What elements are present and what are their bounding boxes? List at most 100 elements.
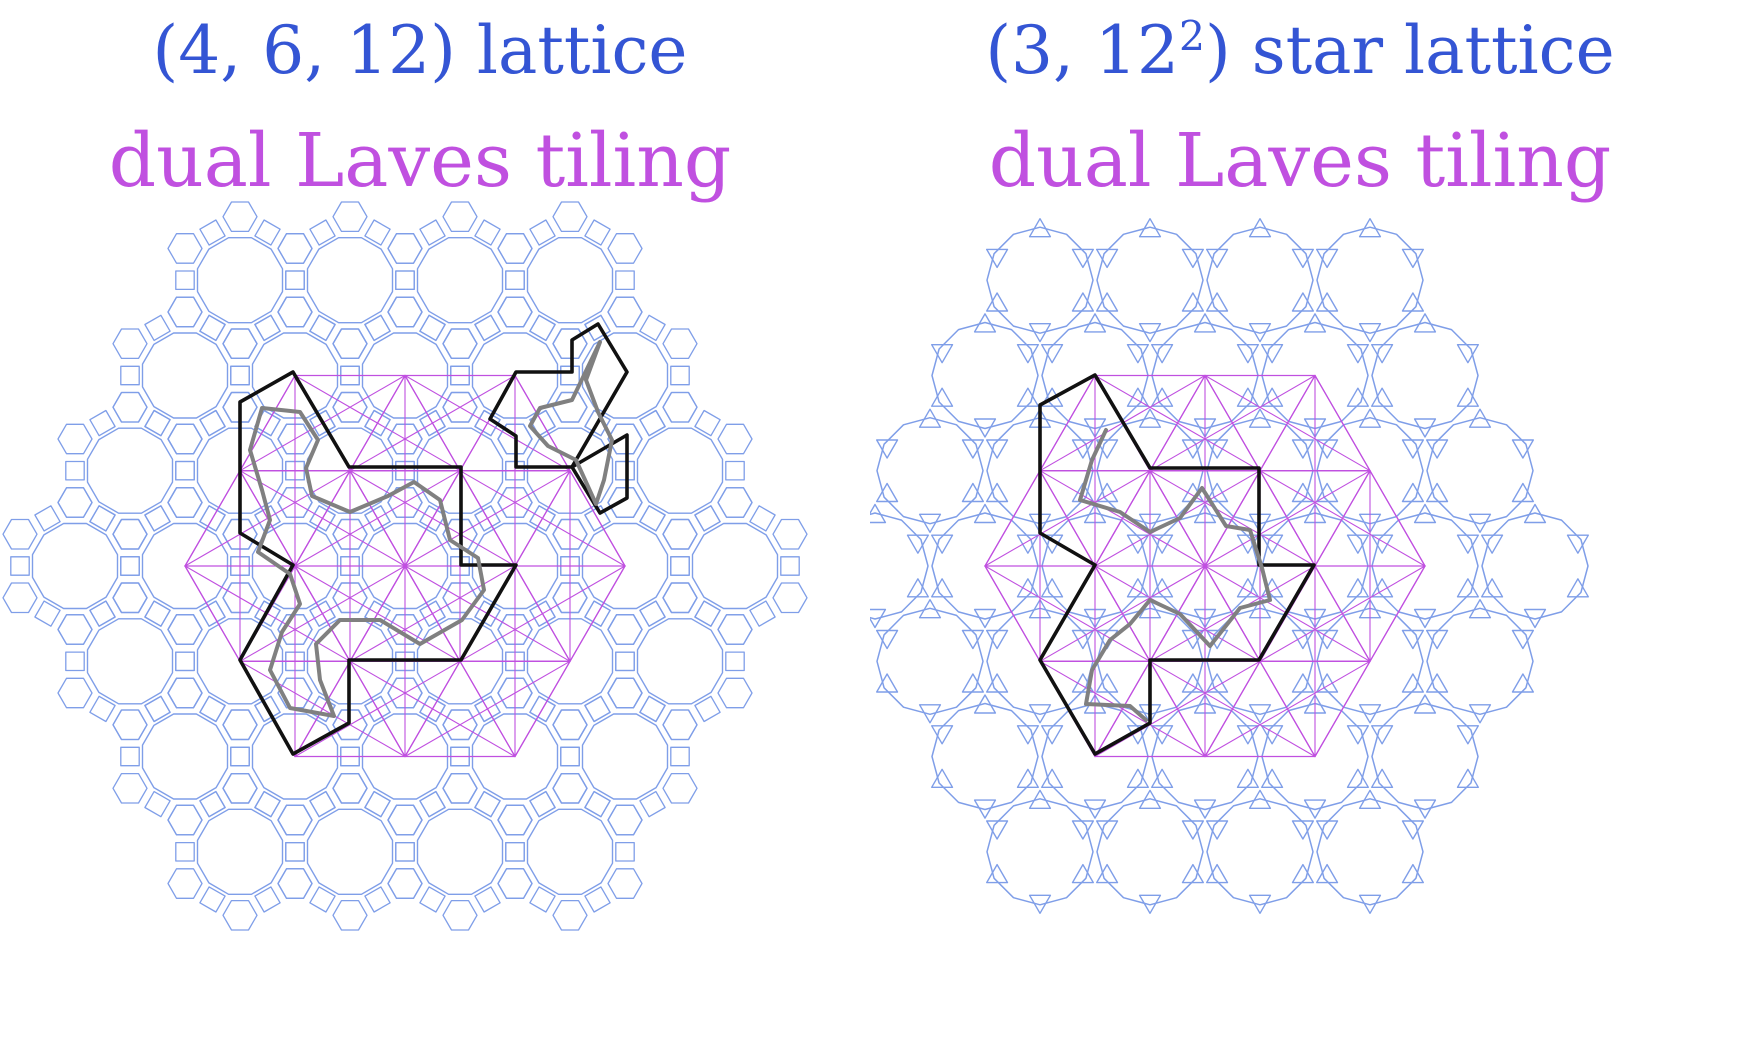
triangle-cell xyxy=(1151,725,1174,745)
hexagon-cell xyxy=(167,423,203,455)
square-cell xyxy=(364,695,391,723)
dodecagon-cell xyxy=(636,618,724,705)
square-cell xyxy=(505,270,525,291)
triangle-cell xyxy=(1401,439,1424,459)
lattice-title: (3, 122) star lattice xyxy=(910,12,1690,89)
panel-3-12-star: (3, 122) star lattice dual Laves tiling xyxy=(870,0,1739,1058)
triangle-cell xyxy=(1371,578,1394,598)
triangle-cell xyxy=(1358,894,1382,914)
triangle-cell xyxy=(1016,387,1040,407)
triangle-cell xyxy=(875,482,899,503)
triangle-cell xyxy=(1346,534,1369,554)
triangle-cell xyxy=(1028,894,1052,914)
square-cell xyxy=(309,790,336,818)
triangle-cell xyxy=(961,439,985,459)
hexagon-cell xyxy=(57,487,93,518)
hexagon-cell xyxy=(2,518,38,550)
triangle-cell xyxy=(1291,482,1314,503)
hexagon-cell xyxy=(112,518,148,550)
hexagon-cell xyxy=(387,868,423,899)
square-cell xyxy=(529,314,556,342)
dodecagon-cell xyxy=(1371,321,1479,430)
square-cell xyxy=(749,505,776,532)
hexagon-cell xyxy=(717,487,753,518)
triangle-cell xyxy=(1028,218,1052,238)
square-cell xyxy=(725,651,745,672)
triangle-cell xyxy=(1261,725,1284,745)
hexagon-cell xyxy=(607,423,643,455)
square-cell xyxy=(199,886,226,913)
hexagon-cell xyxy=(332,328,368,360)
square-cell xyxy=(694,409,721,437)
triangle-cell xyxy=(1095,673,1119,693)
hexagon-cell xyxy=(662,772,698,804)
triangle-cell xyxy=(870,608,887,629)
hexagon-cell xyxy=(387,296,423,328)
boundary-curve xyxy=(248,406,486,718)
hexagon-cell xyxy=(772,582,808,614)
dodecagon-cell xyxy=(416,237,504,324)
hexagon-cell xyxy=(607,677,643,709)
square-cell xyxy=(584,505,611,532)
hexagon-cell xyxy=(552,391,588,423)
square-cell xyxy=(144,600,171,627)
triangle-cell xyxy=(1426,673,1449,693)
triangle-cell xyxy=(1181,439,1204,459)
square-cell xyxy=(230,365,250,386)
hexagon-cell xyxy=(497,868,533,899)
dodecagon-cell xyxy=(636,427,724,514)
hexagon-cell xyxy=(442,899,478,931)
square-cell xyxy=(34,505,61,532)
triangle-cell xyxy=(1346,387,1369,407)
triangle-cell xyxy=(1083,313,1107,333)
square-cell xyxy=(419,886,446,913)
dodecagon-cell xyxy=(196,427,284,514)
square-cell xyxy=(419,409,446,437)
square-cell xyxy=(144,409,171,437)
triangle-cell xyxy=(985,863,1009,884)
hexagon-cell xyxy=(112,772,148,804)
triangle-cell xyxy=(1401,863,1424,884)
square-cell xyxy=(505,841,525,862)
dodecagon-cell xyxy=(1481,512,1589,620)
hexagon-cell xyxy=(277,296,313,328)
square-cell xyxy=(505,651,525,672)
square-cell xyxy=(175,270,195,291)
triangle-cell xyxy=(875,629,899,650)
triangle-cell xyxy=(1303,799,1327,819)
hexagon-cell xyxy=(167,296,203,328)
triangle-cell xyxy=(1346,768,1369,788)
dodecagon-cell xyxy=(986,226,1094,334)
hexagon-cell xyxy=(167,677,203,709)
hexagon-cell xyxy=(222,899,258,931)
square-cell xyxy=(144,505,171,532)
triangle-cell xyxy=(985,248,1009,269)
triangle-cell xyxy=(1028,322,1052,343)
hexagon-cell xyxy=(662,518,698,550)
hexagon-cell xyxy=(332,772,368,804)
square-cell xyxy=(529,505,556,532)
hexagon-cell xyxy=(112,582,148,614)
dodecagon-cell xyxy=(1096,226,1204,334)
hexagon-cell xyxy=(332,201,368,233)
hexagon-cell xyxy=(607,804,643,836)
dodecagon-cell xyxy=(141,713,229,800)
hexagon-cell xyxy=(442,391,478,423)
triangle-cell xyxy=(1291,673,1314,693)
square-cell xyxy=(615,651,635,672)
triangle-cell xyxy=(1413,503,1437,524)
hexagon-cell xyxy=(387,423,423,455)
triangle-cell xyxy=(1095,863,1119,884)
hexagon-cell xyxy=(222,709,258,741)
hexagon-cell xyxy=(277,804,313,836)
triangle-cell xyxy=(1401,482,1424,503)
square-cell xyxy=(199,505,226,532)
square-cell xyxy=(285,270,305,291)
square-cell xyxy=(615,460,635,481)
square-cell xyxy=(419,505,446,532)
triangle-cell xyxy=(1358,789,1382,809)
dual-spoke xyxy=(514,565,626,757)
hexagon-cell xyxy=(552,709,588,741)
triangle-cell xyxy=(1016,725,1040,745)
hexagon-cell xyxy=(332,328,368,360)
